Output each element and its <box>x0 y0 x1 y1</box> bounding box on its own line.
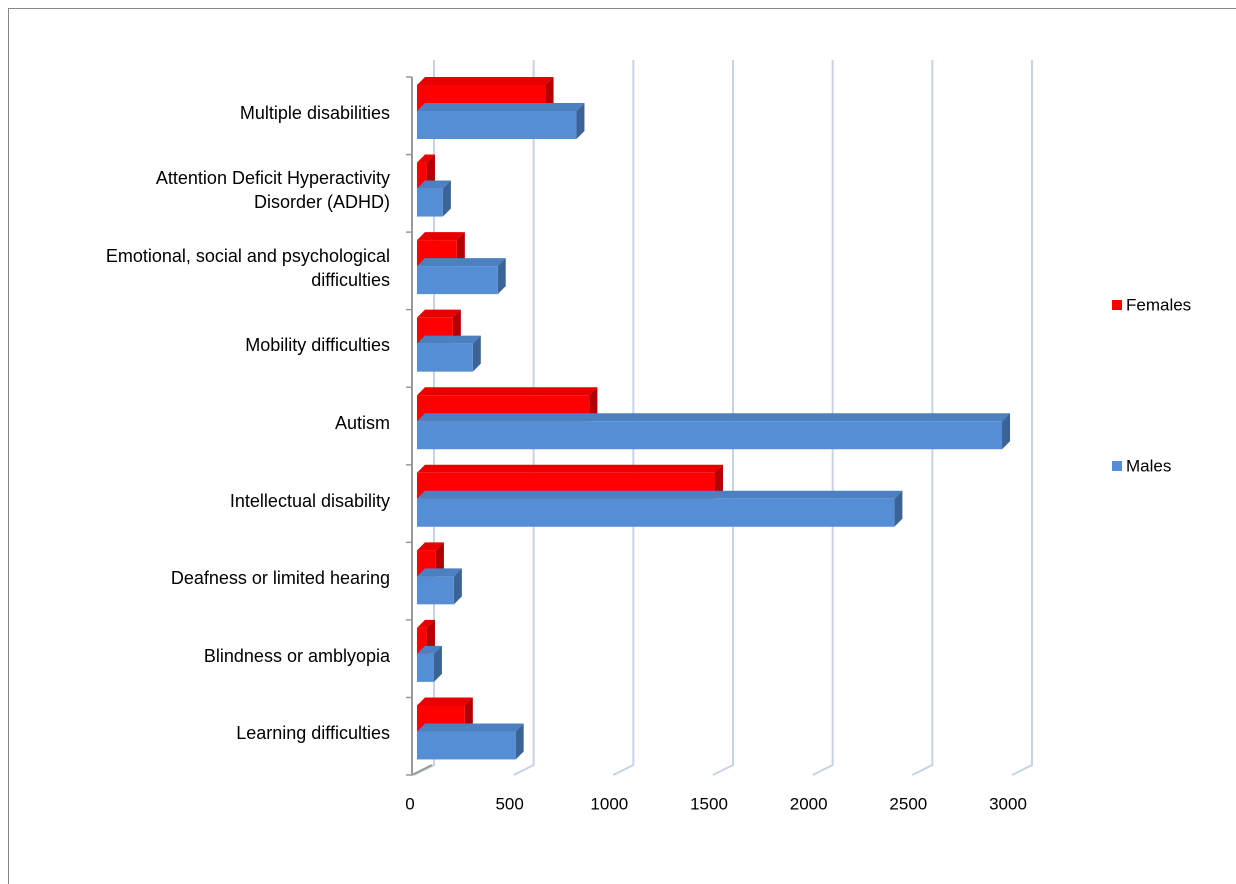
bar-face <box>442 180 451 217</box>
legend-swatch <box>1112 300 1122 310</box>
bar-face <box>417 627 427 654</box>
bar-face <box>435 542 444 577</box>
bar-face <box>417 162 427 189</box>
bar-face <box>417 576 454 605</box>
x-tick-label: 3000 <box>989 794 1027 813</box>
grid-line <box>911 60 934 776</box>
bar <box>417 490 903 527</box>
bar-face <box>1002 413 1011 450</box>
bar <box>417 723 524 760</box>
bar <box>417 335 481 372</box>
x-tick-label: 1500 <box>690 794 728 813</box>
grid-line <box>513 60 535 776</box>
bar-face <box>417 464 723 473</box>
bar-face <box>417 645 442 654</box>
bar-face <box>417 258 506 267</box>
bar-face <box>417 413 1011 422</box>
bar <box>417 180 451 217</box>
bar-face <box>426 619 435 654</box>
grid-line <box>612 60 635 776</box>
y-tick-label: Attention Deficit Hyperactivity Disorder… <box>155 168 390 213</box>
bar-face <box>417 309 461 318</box>
x-tick-label: 0 <box>405 794 414 813</box>
bar-face <box>417 421 1003 450</box>
bar <box>417 309 461 344</box>
legend-label: Males <box>1126 456 1171 475</box>
y-tick-label: Multiple disabilities <box>239 102 390 123</box>
y-tick-label: Blindness or amblyopia <box>203 645 390 666</box>
y-tick-label: Autism <box>334 413 390 433</box>
bar <box>417 619 435 654</box>
bar <box>417 413 1011 450</box>
bar <box>417 154 435 189</box>
bar-face <box>497 258 506 295</box>
bar-face <box>515 723 524 760</box>
bar-face <box>417 154 435 163</box>
y-tick-label: Mobility difficulties <box>245 335 390 356</box>
chart-frame <box>8 8 1236 884</box>
bar-face <box>417 180 451 189</box>
bar-face <box>417 619 435 628</box>
bar-face <box>576 103 585 139</box>
bar-face <box>417 490 903 499</box>
bar-face <box>417 188 443 217</box>
bar <box>417 645 442 682</box>
bar-face <box>589 387 598 422</box>
bar-face <box>417 723 524 732</box>
grid-line <box>1011 60 1033 776</box>
x-tick-label: 2000 <box>790 794 828 813</box>
x-tick-label: 1000 <box>590 794 628 813</box>
bar-face <box>894 490 903 527</box>
bar-face <box>472 335 481 372</box>
bar-face <box>456 232 465 267</box>
grid-line <box>712 60 734 776</box>
bar-face <box>417 335 481 344</box>
y-tick-label: Learning difficulties <box>236 723 390 744</box>
bar-face <box>417 697 473 706</box>
bar-face <box>714 464 723 499</box>
y-tick-label: Intellectual disability <box>229 490 390 511</box>
grid-line <box>812 60 834 776</box>
bar-face <box>545 77 554 111</box>
bar-face <box>453 568 462 605</box>
axis-floor <box>411 764 433 776</box>
bar-face <box>417 731 516 760</box>
y-tick-label: Deafness or limited hearing <box>170 568 390 589</box>
bar-face <box>417 103 585 111</box>
bar-face <box>417 111 577 139</box>
bar-face <box>417 542 444 551</box>
bar <box>417 568 462 605</box>
bar-face <box>417 343 473 372</box>
bar-face <box>417 653 434 682</box>
bar-face <box>417 77 554 85</box>
legend-label: Females <box>1126 295 1191 314</box>
bar-face <box>417 232 465 241</box>
bar-face <box>417 266 498 295</box>
x-tick-label: 500 <box>495 794 523 813</box>
y-tick-label: Emotional, social and psychological diff… <box>105 245 390 290</box>
legend-swatch <box>1112 461 1122 471</box>
bar-face <box>426 154 435 189</box>
bar-face <box>417 387 598 396</box>
bar-face <box>452 309 461 344</box>
bar <box>417 258 506 295</box>
bar-face <box>417 568 462 577</box>
x-tick-label: 2500 <box>889 794 927 813</box>
bar <box>417 103 585 139</box>
bar-face <box>433 645 442 682</box>
bar-face <box>464 697 473 732</box>
bar-face <box>417 498 895 527</box>
